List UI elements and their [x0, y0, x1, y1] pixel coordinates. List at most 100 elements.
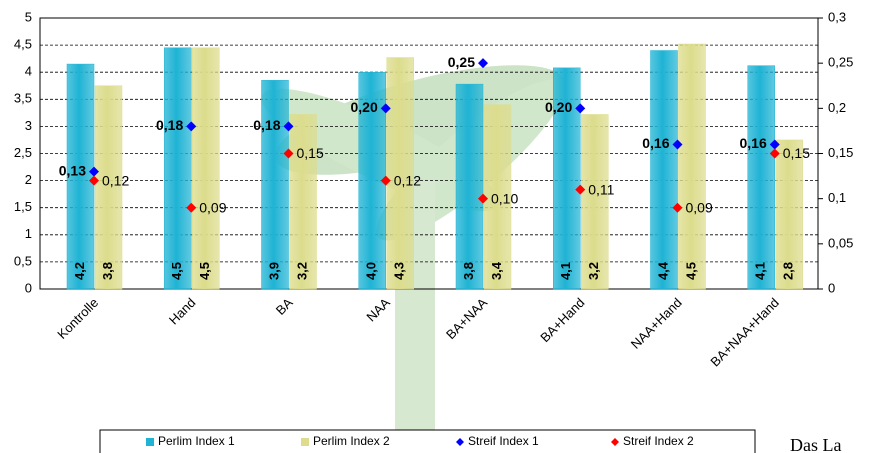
y-tick-label: 3,5: [14, 91, 32, 106]
bar-value-label: 4,0: [364, 262, 379, 280]
y-tick-label: 2: [25, 172, 32, 187]
marker: [478, 58, 488, 69]
marker-label: 0,25: [448, 54, 475, 70]
bar-value-label: 4,3: [392, 262, 407, 280]
y-tick-label: 4: [25, 64, 32, 79]
marker: [283, 148, 294, 159]
bar-value-label: 3,2: [586, 262, 601, 280]
bar: [66, 63, 95, 290]
bar: [289, 114, 317, 290]
legend-label: Perlim Index 2: [313, 434, 390, 448]
legend-label: Streif Index 1: [468, 434, 539, 448]
marker: [89, 166, 99, 177]
marker: [769, 148, 780, 159]
marker-label: 0,16: [642, 135, 669, 151]
marker: [672, 202, 683, 213]
y-tick-label: 5: [25, 9, 32, 24]
x-tick-label: NAA+Hand: [628, 295, 685, 352]
marker-label: 0,15: [783, 145, 810, 161]
bar: [94, 85, 123, 290]
y-tick-label: 0,5: [14, 253, 32, 268]
marker-label: 0,20: [545, 99, 572, 115]
marker-label: 0,18: [156, 117, 183, 133]
bar: [261, 80, 289, 290]
y-tick-label: 2,5: [14, 145, 32, 160]
bar-value-label: 3,8: [461, 262, 476, 280]
bar-value-label: 4,1: [753, 262, 768, 280]
x-tick-label: BA+Hand: [537, 295, 587, 345]
marker: [672, 139, 683, 150]
legend-box: [99, 429, 756, 453]
bar-value-label: 4,1: [558, 262, 573, 280]
plot-border: [39, 17, 819, 290]
y2-tick-label: 0,2: [828, 100, 846, 115]
x-tick-label: Hand: [166, 295, 199, 328]
bar-value-label: 3,9: [266, 262, 281, 280]
bar-value-label: 4,2: [72, 262, 87, 280]
bar-value-label: 4,5: [197, 262, 212, 280]
marker: [380, 103, 391, 114]
y2-tick-label: 0,3: [828, 9, 846, 24]
bar: [483, 104, 512, 290]
marker: [186, 121, 197, 132]
y-tick-label: 3: [25, 118, 32, 133]
marker-label: 0,12: [394, 172, 421, 188]
bar-value-label: 2,8: [781, 262, 796, 280]
marker: [478, 193, 488, 204]
bar-value-label: 3,2: [294, 262, 309, 280]
legend-swatch: [301, 438, 309, 446]
annotation: Das La: [790, 435, 841, 453]
x-tick-label: BA+NAA+Hand: [707, 295, 781, 369]
bar: [747, 65, 775, 290]
marker: [186, 202, 197, 213]
marker-label: 0,20: [351, 99, 378, 115]
legend-label: Streif Index 2: [623, 434, 694, 448]
bar-value-label: 3,8: [100, 262, 115, 280]
y2-tick-label: 0,1: [828, 190, 846, 205]
marker: [575, 103, 586, 114]
marker-label: 0,11: [588, 181, 614, 197]
bar: [775, 139, 803, 290]
bar: [386, 57, 414, 290]
legend-swatch: [146, 438, 154, 446]
y-tick-label: 0: [25, 280, 32, 295]
bar-value-label: 4,4: [655, 261, 670, 280]
marker: [283, 121, 294, 132]
y2-tick-label: 0: [828, 280, 835, 295]
y-tick-label: 4,5: [14, 37, 32, 52]
bar-value-label: 4,5: [683, 262, 698, 280]
bar: [553, 67, 581, 290]
y-tick-label: 1: [25, 226, 32, 241]
marker-label: 0,09: [199, 199, 226, 215]
marker: [380, 175, 391, 186]
marker-label: 0,16: [740, 135, 767, 151]
marker-label: 0,10: [491, 190, 518, 206]
x-tick-label: Kontrolle: [54, 295, 101, 342]
marker: [769, 139, 780, 150]
marker-label: 0,12: [102, 172, 129, 188]
marker-label: 0,18: [253, 117, 280, 133]
y2-tick-label: 0,25: [828, 55, 853, 70]
bar: [650, 50, 678, 290]
bar: [455, 83, 484, 290]
marker: [575, 184, 586, 195]
marker: [89, 175, 99, 186]
marker-label: 0,13: [59, 162, 86, 178]
marker-label: 0,15: [297, 145, 324, 161]
legend-marker: [611, 438, 619, 446]
bar: [678, 43, 706, 290]
bar: [164, 47, 192, 290]
x-tick-label: BA+NAA: [443, 295, 490, 342]
legend-marker: [456, 438, 464, 446]
bar-value-label: 3,4: [489, 261, 504, 280]
x-tick-label: BA: [273, 295, 296, 318]
bar: [192, 47, 220, 290]
y2-tick-label: 0,15: [828, 145, 853, 160]
bar-value-label: 4,5: [169, 262, 184, 280]
marker-label: 0,09: [686, 199, 713, 215]
y2-tick-label: 0,05: [828, 235, 853, 250]
y-tick-label: 1,5: [14, 199, 32, 214]
legend-label: Perlim Index 1: [158, 434, 235, 448]
x-tick-label: NAA: [363, 295, 393, 325]
